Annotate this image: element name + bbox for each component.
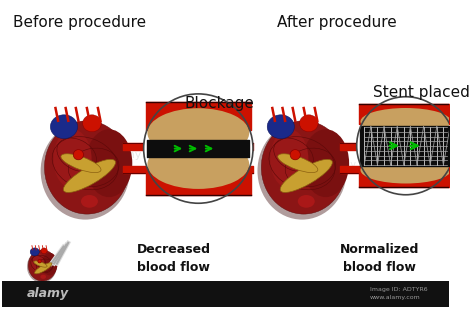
Ellipse shape — [257, 122, 346, 220]
Circle shape — [38, 259, 41, 263]
Ellipse shape — [42, 253, 57, 275]
Ellipse shape — [64, 159, 116, 192]
Ellipse shape — [147, 108, 249, 157]
Ellipse shape — [41, 122, 130, 220]
Ellipse shape — [30, 248, 39, 256]
Text: Before procedure: Before procedure — [13, 15, 146, 30]
Ellipse shape — [31, 253, 44, 272]
Ellipse shape — [298, 195, 315, 208]
Text: alamy: alamy — [327, 160, 356, 170]
Ellipse shape — [34, 261, 47, 267]
Ellipse shape — [40, 275, 46, 279]
Ellipse shape — [81, 195, 98, 208]
Text: Decreased
blood flow: Decreased blood flow — [137, 243, 211, 274]
Ellipse shape — [360, 156, 451, 184]
Ellipse shape — [28, 250, 56, 281]
Ellipse shape — [41, 248, 47, 253]
Ellipse shape — [278, 154, 318, 173]
Text: Image ID: ADTYR6: Image ID: ADTYR6 — [370, 288, 428, 293]
Ellipse shape — [147, 140, 249, 189]
Bar — [2, 281, 449, 307]
Circle shape — [144, 94, 253, 203]
Text: Stent placed: Stent placed — [374, 84, 470, 100]
Ellipse shape — [360, 108, 451, 135]
Ellipse shape — [280, 159, 332, 192]
Ellipse shape — [50, 115, 78, 139]
Text: www.alamy.com: www.alamy.com — [370, 295, 420, 300]
Ellipse shape — [45, 121, 129, 214]
Circle shape — [357, 97, 455, 195]
Ellipse shape — [61, 154, 101, 173]
Ellipse shape — [300, 115, 318, 132]
Text: alamy: alamy — [108, 150, 142, 160]
Text: After procedure: After procedure — [277, 15, 397, 30]
Text: Blockage: Blockage — [184, 96, 254, 111]
Ellipse shape — [35, 263, 52, 274]
Ellipse shape — [86, 129, 132, 197]
Ellipse shape — [270, 129, 309, 189]
Text: Normalized
blood flow: Normalized blood flow — [340, 243, 419, 274]
Ellipse shape — [54, 129, 91, 189]
Ellipse shape — [261, 121, 346, 214]
Ellipse shape — [302, 129, 349, 197]
Circle shape — [290, 149, 301, 160]
Circle shape — [73, 149, 83, 160]
Text: alamy: alamy — [27, 287, 69, 300]
Ellipse shape — [267, 115, 294, 139]
Ellipse shape — [27, 250, 57, 283]
Ellipse shape — [82, 115, 101, 132]
